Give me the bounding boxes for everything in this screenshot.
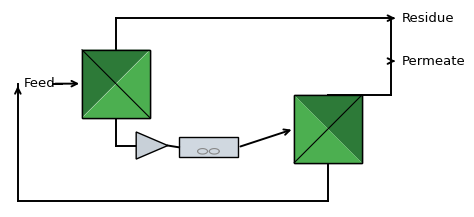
Text: Residue: Residue [401,12,455,25]
Polygon shape [136,132,168,159]
Bar [82,50,150,118]
Polygon shape [294,95,362,163]
Bar [294,95,362,163]
Bar [82,50,150,118]
Bar [294,95,362,163]
Text: Feed: Feed [23,77,55,90]
Polygon shape [294,95,362,163]
Text: Permeate: Permeate [401,55,465,67]
Polygon shape [82,50,150,118]
Bar [179,137,238,157]
Polygon shape [82,50,150,118]
